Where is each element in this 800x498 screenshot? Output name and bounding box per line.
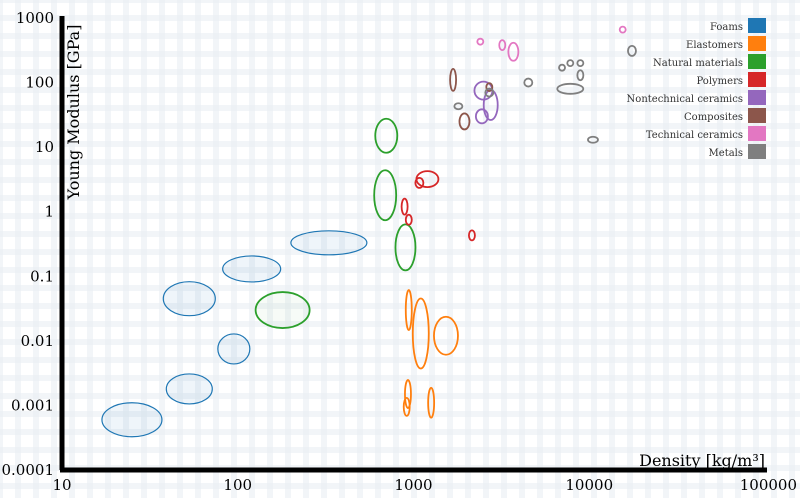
data-ellipse [433, 315, 459, 356]
data-ellipse [402, 396, 411, 417]
data-ellipse [587, 135, 599, 144]
legend-label: Nontechnical ceramics [627, 94, 743, 105]
x-axis-label: Density [kg/m³] [639, 451, 765, 470]
x-tick-label: 100 [223, 476, 252, 494]
legend-swatch [748, 126, 766, 141]
data-ellipse [474, 108, 489, 125]
series-metals [453, 44, 637, 144]
legend-label: Polymers [696, 76, 743, 87]
legend-label: Natural materials [653, 58, 743, 69]
legend-swatch [748, 72, 766, 87]
legend: Foams Elastomers Natural materials Polymers… [627, 18, 766, 159]
data-ellipse [404, 213, 413, 226]
series-foams [101, 230, 368, 438]
data-ellipse [374, 117, 399, 154]
y-tick-label: 0.0001 [2, 461, 55, 479]
data-ellipse [449, 67, 457, 92]
legend-label: Metals [709, 148, 743, 159]
data-ellipse [558, 63, 566, 72]
data-ellipse [468, 229, 476, 242]
data-ellipse [411, 297, 430, 370]
data-ellipse [458, 112, 471, 131]
axes: 10 100 1000 10000 100000 1000 100 10 1 0.1 0.01 0.0… [2, 9, 798, 494]
data-ellipse [217, 333, 251, 365]
y-tick-label: 10 [35, 138, 54, 156]
data-ellipse [453, 102, 464, 111]
x-tick-label: 1000 [394, 476, 432, 494]
data-ellipse [394, 223, 417, 272]
data-ellipse [290, 230, 368, 256]
y-tick-label: 1000 [16, 9, 54, 27]
data-ellipse [627, 44, 637, 57]
data-ellipse [576, 59, 585, 68]
legend-swatch [748, 36, 766, 51]
data-ellipse [485, 82, 494, 93]
data-ellipse [414, 176, 425, 189]
legend-label: Foams [710, 22, 743, 33]
data-ellipse [222, 255, 282, 283]
y-axis-label: Young Modulus [GPa] [64, 25, 83, 201]
data-ellipse [427, 386, 436, 419]
legend-swatch [748, 18, 766, 33]
series-natural-materials [254, 117, 417, 329]
data-ellipse [165, 373, 213, 405]
data-ellipse [556, 82, 585, 95]
legend-swatch [748, 108, 766, 123]
legend-label: Technical ceramics [646, 130, 743, 141]
data-ellipse [484, 87, 495, 98]
series-elastomers [402, 289, 459, 419]
legend-swatch [748, 144, 766, 159]
x-tick-label: 10 [52, 476, 71, 494]
data-ellipse [254, 291, 311, 329]
series-technical-ceramics [476, 25, 627, 62]
data-ellipse [373, 169, 398, 222]
series-polymers [400, 170, 476, 242]
y-tick-label: 0.01 [21, 332, 54, 350]
data-ellipse [576, 69, 585, 82]
data-ellipse [404, 289, 413, 331]
x-tick-label: 10000 [565, 476, 613, 494]
legend-swatch [748, 90, 766, 105]
data-ellipse [566, 59, 575, 68]
legend-label: Composites [684, 112, 743, 123]
data-ellipse [476, 37, 485, 46]
data-ellipse [507, 41, 520, 62]
x-tick-label: 100000 [740, 476, 797, 494]
data-ellipse [618, 25, 627, 34]
y-tick-label: 100 [25, 74, 54, 92]
data-ellipse [498, 39, 507, 52]
data-ellipse [162, 281, 216, 317]
plot-area [101, 25, 637, 438]
data-ellipse [404, 379, 412, 409]
data-ellipse [101, 402, 163, 438]
y-tick-label: 1 [44, 203, 54, 221]
data-ellipse [523, 77, 534, 88]
data-ellipse [400, 197, 409, 216]
y-tick-label: 0.001 [11, 396, 54, 414]
legend-label: Elastomers [686, 40, 743, 51]
legend-swatch [748, 54, 766, 69]
y-tick-label: 0.1 [30, 267, 54, 285]
series-composites [449, 67, 494, 131]
